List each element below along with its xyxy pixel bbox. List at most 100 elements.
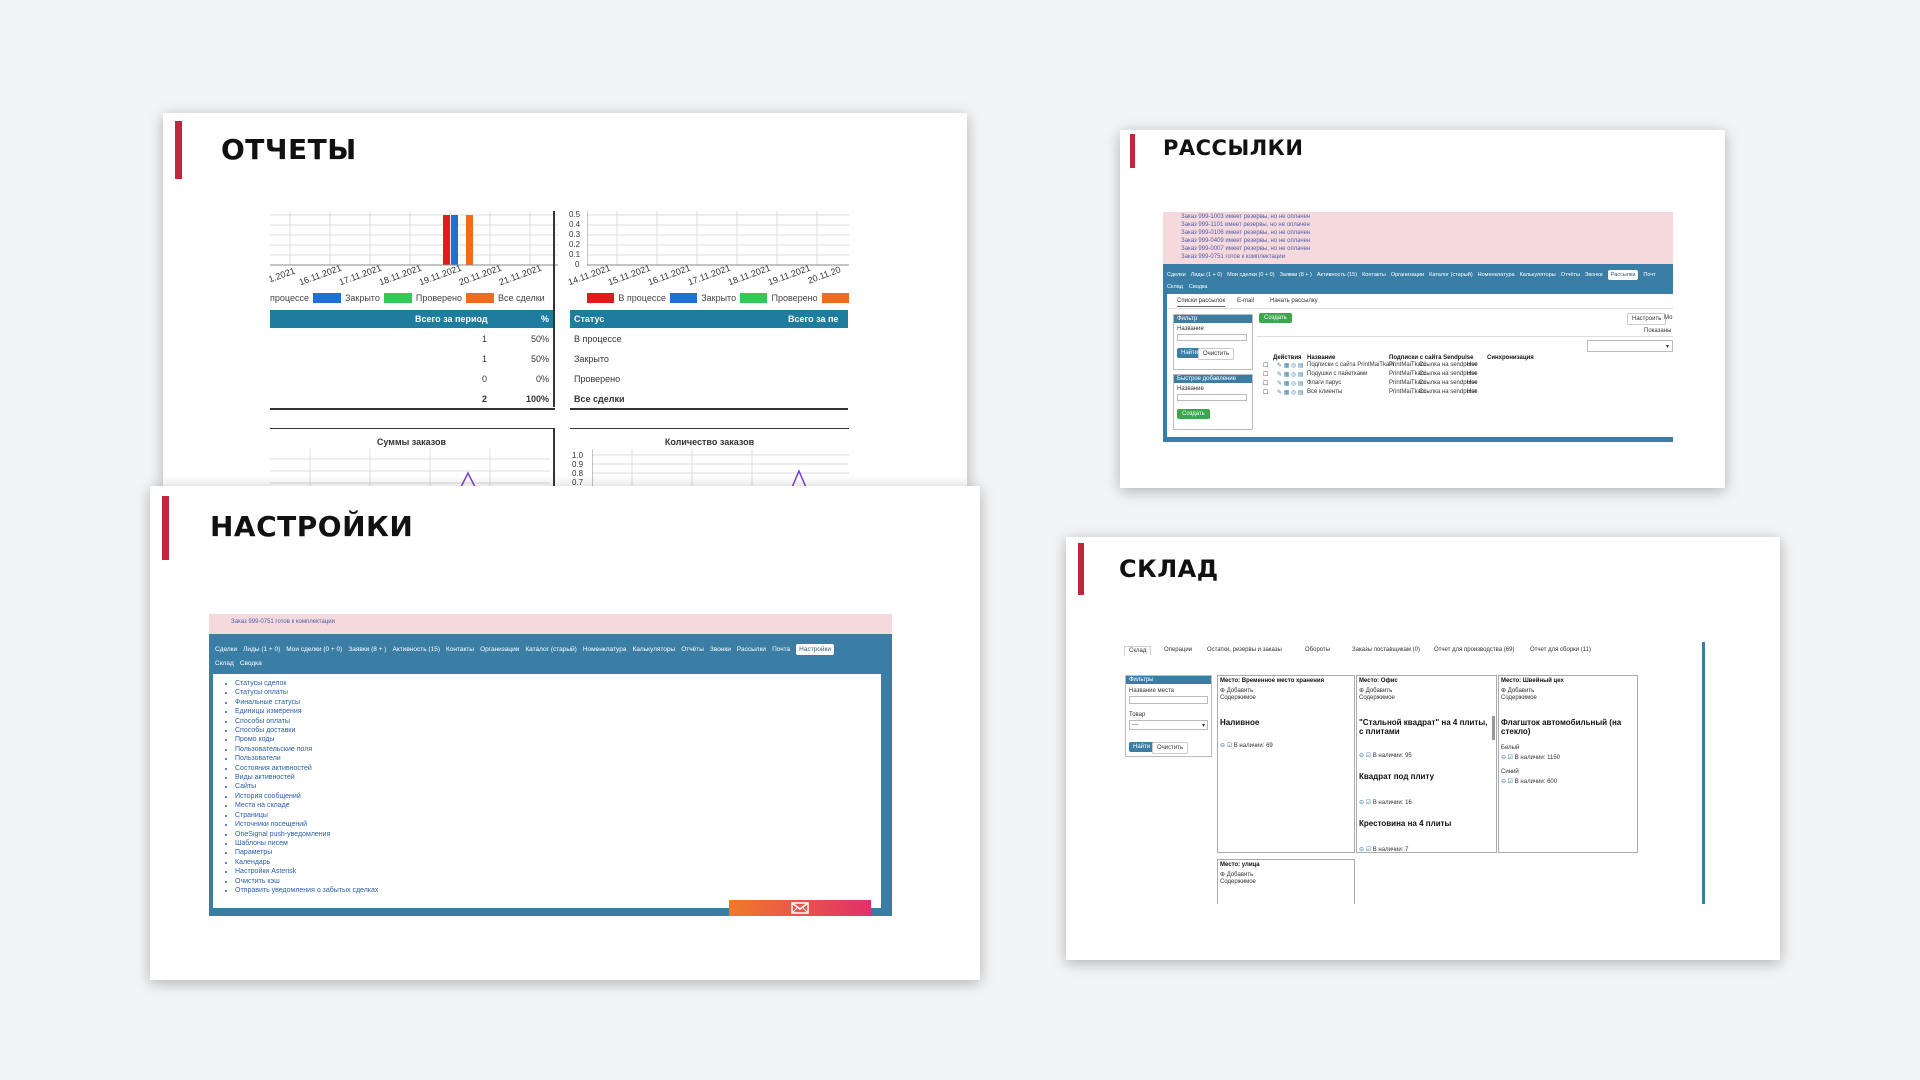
nav-item[interactable]: Заявки (8 + ): [348, 646, 387, 653]
nav-item[interactable]: Калькуляторы: [1519, 272, 1556, 278]
nav-item[interactable]: Сделки: [1167, 272, 1186, 278]
product-select[interactable]: --- ▾: [1129, 720, 1208, 730]
page-size-select[interactable]: ▾: [1587, 340, 1673, 352]
settings-link[interactable]: Статусы оплаты: [235, 688, 881, 697]
alert-text: Заказ 999-1003 имеет резервы, но не опла…: [1181, 214, 1311, 220]
settings-link[interactable]: OneSignal push-уведомления: [235, 830, 881, 839]
tab-operations[interactable]: Операции: [1164, 647, 1193, 653]
col-sync[interactable]: Синхронизация: [1487, 355, 1534, 361]
nav-item[interactable]: Лиды (1 + 0): [243, 646, 281, 653]
settings-link[interactable]: Источники посещений: [235, 820, 881, 829]
nav-item[interactable]: Номенклатура: [582, 646, 627, 653]
nav-item[interactable]: Активность (15): [392, 646, 440, 653]
tab-balances[interactable]: Остатки, резервы и заказы: [1207, 647, 1282, 653]
settings-link[interactable]: История сообщений: [235, 792, 881, 801]
settings-link[interactable]: Виды активностей: [235, 773, 881, 782]
tab-start-mailing[interactable]: Начать рассылку: [1270, 298, 1318, 304]
settings-link[interactable]: Параметры: [235, 848, 881, 857]
alert-banner: Заказ 999-1003 имеет резервы, но не опла…: [1163, 212, 1673, 264]
configure-button[interactable]: Настроить: [1627, 313, 1667, 325]
nav-item[interactable]: Каталог (старый): [1429, 272, 1473, 278]
settings-link[interactable]: Места на складе: [235, 801, 881, 810]
table-row[interactable]: ☐ ✎ ▦ ◎ ▤ Подушки с пайетками PrintMaiTkan…: [1263, 371, 1478, 378]
nav-item[interactable]: Номенклатура: [1477, 272, 1515, 278]
settings-link[interactable]: Пользователи: [235, 754, 881, 763]
nav-item[interactable]: Контакты: [445, 646, 475, 653]
scrollbar[interactable]: [1702, 642, 1705, 904]
nav-item[interactable]: Склад: [1167, 284, 1183, 290]
nav-item[interactable]: Почт: [1643, 272, 1656, 278]
tab-lists[interactable]: Списки рассылок: [1177, 298, 1226, 307]
nav-item-active[interactable]: Рассылки: [1607, 270, 1639, 280]
settings-link[interactable]: Очистить кэш: [235, 877, 881, 886]
nav-item[interactable]: Сводка: [239, 660, 262, 667]
column-scrollbar[interactable]: [1492, 716, 1495, 740]
nav-item[interactable]: Почта: [772, 646, 791, 653]
edit-icons: ✎ ▦ ◎ ▤: [1277, 363, 1304, 369]
col-subscriptions[interactable]: Подписки с сайта Sendpulse: [1389, 355, 1474, 361]
quick-name-input[interactable]: [1177, 394, 1247, 401]
settings-link[interactable]: Шаблоны писем: [235, 839, 881, 848]
place-name-input[interactable]: [1129, 696, 1208, 704]
settings-link[interactable]: Способы доставки: [235, 726, 881, 735]
add-link[interactable]: ⊕ Добавить: [1220, 872, 1254, 878]
nav-item[interactable]: Заявки (8 + ): [1279, 272, 1312, 278]
tab-turnover[interactable]: Обороты: [1305, 647, 1331, 653]
clear-button[interactable]: Очистить: [1198, 348, 1235, 360]
more-button[interactable]: Мо: [1664, 315, 1673, 321]
nav-item[interactable]: Отчёты: [681, 646, 704, 653]
nav-item[interactable]: Отчёты: [1560, 272, 1580, 278]
tab-stock[interactable]: Склад: [1124, 646, 1152, 655]
tab-email[interactable]: E-mail: [1237, 298, 1255, 304]
nav-item[interactable]: Контакты: [1362, 272, 1386, 278]
create-button[interactable]: Создать: [1259, 313, 1292, 323]
mail-widget-button[interactable]: [729, 900, 871, 916]
settings-link[interactable]: Способы оплаты: [235, 717, 881, 726]
nav-item[interactable]: Активность (15): [1316, 272, 1358, 278]
nav-item[interactable]: Лиды (1 + 0): [1190, 272, 1223, 278]
add-link[interactable]: ⊕ Добавить: [1359, 688, 1393, 694]
table-row[interactable]: ☐ ✎ ▦ ◎ ▤ Подписки с сайта PrintMaiTkani P…: [1263, 362, 1478, 369]
tabs-divider: [1167, 308, 1673, 309]
tab-supplier-orders[interactable]: Заказы поставщикам (0): [1352, 647, 1421, 653]
nav-item[interactable]: Сделки: [215, 646, 238, 653]
settings-link[interactable]: Сайты: [235, 782, 881, 791]
settings-link[interactable]: Страницы: [235, 811, 881, 820]
settings-link[interactable]: Настройки Asterisk: [235, 867, 881, 876]
tab-production-report[interactable]: Отчет для производства (69): [1434, 647, 1515, 653]
add-link[interactable]: ⊕ Добавить: [1501, 688, 1535, 694]
checkbox-icon: ☐: [1263, 372, 1269, 378]
crm-mailings-screen: Заказ 999-1003 имеет резервы, но не опла…: [1163, 212, 1673, 442]
filter-name-input[interactable]: [1177, 334, 1247, 341]
nav-item[interactable]: Организации: [480, 646, 520, 653]
nav-item[interactable]: Каталог (старый): [525, 646, 577, 653]
find-button[interactable]: Найти: [1129, 742, 1155, 752]
quick-create-button[interactable]: Создать: [1177, 409, 1210, 419]
nav-item[interactable]: Звонки: [709, 646, 731, 653]
add-link[interactable]: ⊕ Добавить: [1220, 688, 1254, 694]
clear-button[interactable]: Очистить: [1152, 742, 1189, 754]
nav-item[interactable]: Калькуляторы: [632, 646, 676, 653]
nav-item[interactable]: Мои сделки (0 + 0): [286, 646, 343, 653]
settings-link[interactable]: Отправить уведомления о забытых сделках: [235, 886, 881, 895]
col-name[interactable]: Название: [1307, 355, 1336, 361]
nav-item-active[interactable]: Настройки: [796, 644, 835, 655]
table-row[interactable]: ☐ ✎ ▦ ◎ ▤ Все клиенты PrintMaiTkani Ссылка …: [1263, 389, 1478, 396]
settings-link[interactable]: Календарь: [235, 858, 881, 867]
nav-item[interactable]: Сводка: [1188, 284, 1208, 290]
product-name: "Стальной квадрат" на 4 плиты, с плитами: [1359, 718, 1488, 736]
settings-link[interactable]: Промо коды: [235, 735, 881, 744]
settings-link[interactable]: Финальные статусы: [235, 698, 881, 707]
nav-item[interactable]: Склад: [215, 660, 234, 667]
nav-item[interactable]: Организации: [1390, 272, 1425, 278]
tab-assembly-report[interactable]: Отчет для сборки (11): [1530, 647, 1591, 653]
table-row[interactable]: ☐ ✎ ▦ ◎ ▤ Флаги парус PrintMaiTkani Ссылка …: [1263, 380, 1478, 387]
settings-link[interactable]: Единицы измерения: [235, 707, 881, 716]
settings-link[interactable]: Пользовательские поля: [235, 745, 881, 754]
nav-item[interactable]: Рассылки: [736, 646, 767, 653]
find-button[interactable]: Найти: [1177, 348, 1203, 358]
nav-item[interactable]: Мои сделки (0 + 0): [1227, 272, 1275, 278]
nav-item[interactable]: Звонки: [1584, 272, 1603, 278]
settings-link[interactable]: Состояния активностей: [235, 764, 881, 773]
settings-link[interactable]: Статусы сделок: [235, 679, 881, 688]
